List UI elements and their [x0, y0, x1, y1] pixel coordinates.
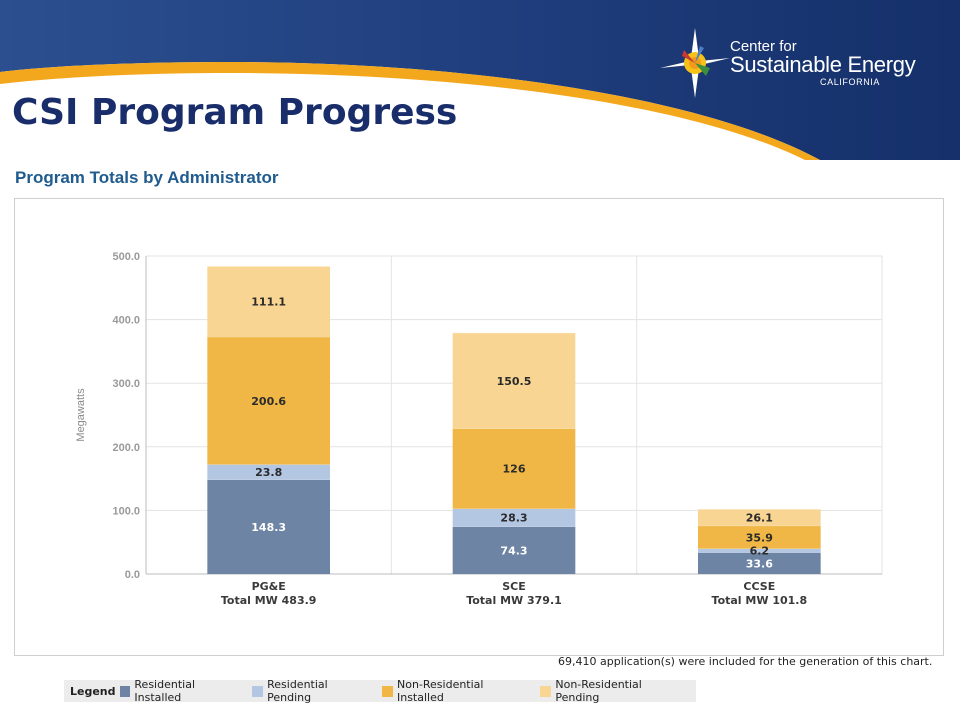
- x-tick-label: PG&E: [252, 580, 286, 593]
- legend-swatch: [119, 685, 131, 697]
- bar-segment: [207, 479, 330, 574]
- data-label: 111.1: [251, 296, 286, 309]
- data-label: 26.1: [746, 512, 773, 525]
- stacked-bar-chart: 0.0 100.0 200.0 300.0 400.0 500.0 Megawatts PG&…: [75, 251, 883, 607]
- legend-item-residential-installed: Residential Installed: [119, 678, 245, 704]
- bar-segment: [452, 428, 576, 509]
- y-tick-label: 200.0: [112, 442, 140, 454]
- legend-label: Residential Installed: [134, 678, 195, 704]
- y-tick-label: 0.0: [125, 569, 140, 581]
- data-label: 23.8: [255, 466, 282, 479]
- data-label: 150.5: [497, 375, 532, 388]
- data-label: 35.9: [746, 531, 773, 544]
- data-label: 28.3: [500, 512, 527, 525]
- legend-label: Non-Residential Installed: [396, 678, 484, 704]
- legend-swatch: [252, 685, 264, 697]
- data-label: 200.6: [251, 395, 286, 408]
- bar-segment: [698, 525, 821, 549]
- y-tick-label: 400.0: [112, 315, 140, 327]
- bar-segment: [452, 526, 576, 574]
- legend-item-non-residential-installed: Non-Residential Installed: [382, 678, 532, 704]
- bar-segment: [207, 464, 330, 480]
- y-tick-label: 100.0: [112, 505, 140, 517]
- y-tick-label: 300.0: [112, 378, 140, 390]
- logo-line-3: CALIFORNIA: [820, 77, 881, 87]
- data-label: 33.6: [746, 557, 773, 570]
- logo-line-1: Center for: [730, 38, 797, 55]
- legend-label: Residential Pending: [267, 678, 328, 704]
- x-tick-label: SCE: [502, 580, 526, 593]
- legend-swatch: [382, 685, 393, 697]
- legend: Legend Residential Installed Residential…: [64, 678, 696, 704]
- axis-layer: 0.0 100.0 200.0 300.0 400.0 500.0 Megawatts PG&…: [75, 251, 882, 607]
- bar-layer: [207, 266, 821, 574]
- y-tick-label: 500.0: [112, 251, 140, 263]
- logo-line-2: Sustainable Energy: [730, 52, 916, 77]
- legend-label: Non-Residential Pending: [555, 678, 642, 704]
- legend-swatch: [540, 685, 552, 697]
- sunburst-logo-icon: [660, 28, 730, 98]
- chart-heading: Program Totals by Administrator: [15, 168, 279, 187]
- legend-item-non-residential-pending: Non-Residential Pending: [540, 678, 688, 704]
- bar-segment: [207, 266, 330, 337]
- x-tick-label: CCSE: [743, 580, 775, 593]
- legend-title: Legend: [70, 684, 116, 698]
- bar-segment: [207, 336, 330, 465]
- legend-item-residential-pending: Residential Pending: [252, 678, 374, 704]
- data-label: 6.2: [750, 545, 770, 558]
- bar-segment: [698, 509, 821, 526]
- chart-footnote: 69,410 application(s) were included for …: [558, 655, 933, 668]
- y-axis-label: Megawatts: [75, 388, 87, 442]
- logo: Center for Sustainable Energy CALIFORNIA: [660, 28, 930, 98]
- bar-segment: [452, 508, 576, 527]
- data-label: 126: [503, 463, 526, 476]
- x-total-label: Total MW 379.1: [466, 594, 562, 607]
- page-title: CSI Program Progress: [12, 92, 458, 133]
- bar-segment: [698, 552, 821, 574]
- bar-segment: [698, 548, 821, 553]
- data-label: 74.3: [500, 544, 527, 557]
- bar-segment: [452, 332, 576, 429]
- x-total-label: Total MW 101.8: [712, 594, 808, 607]
- data-label: 148.3: [251, 521, 286, 534]
- header-banner: [0, 0, 960, 160]
- x-total-label: Total MW 483.9: [221, 594, 317, 607]
- label-layer: 148.3 23.8 200.6 111.1 74.3 28.3 126 150.5 33.66…: [251, 296, 773, 571]
